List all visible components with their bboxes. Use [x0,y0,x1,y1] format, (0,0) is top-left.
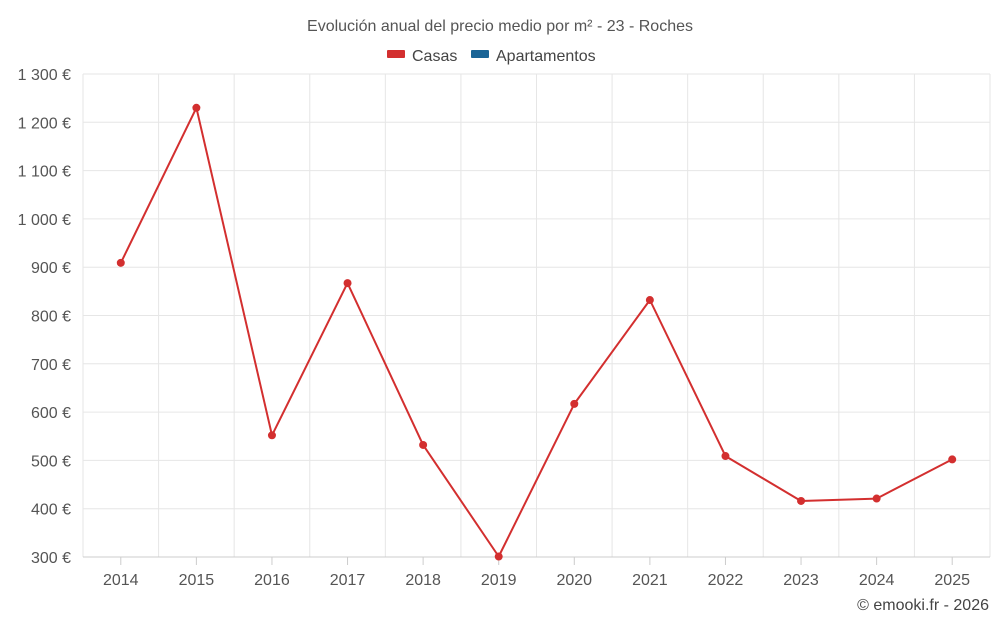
x-tick-label: 2025 [934,572,970,589]
data-point-casas[interactable] [419,440,428,449]
x-tick-label: 2019 [481,572,517,589]
y-tick-label: 800 € [31,309,71,326]
chart-title: Evolución anual del precio medio por m² … [307,18,693,35]
legend-swatch-apartamentos [471,50,489,58]
legend-label-casas: Casas [412,48,457,65]
x-tick-label: 2020 [556,572,592,589]
y-tick-label: 1 200 € [18,115,71,132]
legend: Casas Apartamentos [387,48,596,65]
x-tick-label: 2023 [783,572,819,589]
x-tick-label: 2018 [405,572,441,589]
y-tick-label: 400 € [31,502,71,519]
x-tick-label: 2016 [254,572,290,589]
data-point-casas[interactable] [797,496,806,505]
data-point-casas[interactable] [494,552,503,561]
y-tick-label: 700 € [31,357,71,374]
y-tick-label: 1 000 € [18,212,71,229]
series-line-casas [119,106,953,558]
data-point-casas[interactable] [872,494,881,503]
data-point-casas[interactable] [192,103,201,112]
y-tick-label: 1 300 € [18,67,71,84]
legend-swatch-casas [387,50,405,58]
credit-text: © emooki.fr - 2026 [857,597,989,614]
data-point-casas[interactable] [343,279,352,288]
data-point-casas[interactable] [948,455,957,464]
series-casas [116,103,957,561]
y-tick-label: 500 € [31,453,71,470]
x-tick-label: 2024 [859,572,895,589]
data-point-casas[interactable] [116,258,125,267]
y-tick-label: 900 € [31,260,71,277]
y-axis: 300 € 400 € 500 € 600 € 700 € 800 € 900 € 1 000… [18,67,71,567]
x-axis: 2014 2015 2016 2017 2018 2019 2020 2021 2022 2023… [83,556,990,589]
legend-item-apartamentos[interactable]: Apartamentos [471,48,596,65]
x-tick-label: 2021 [632,572,668,589]
y-tick-label: 1 100 € [18,164,71,181]
gridlines [82,73,991,558]
data-point-casas[interactable] [721,452,730,461]
data-point-casas[interactable] [267,431,276,440]
data-point-casas[interactable] [570,399,579,408]
y-tick-label: 600 € [31,405,71,422]
x-tick-label: 2022 [708,572,744,589]
x-tick-label: 2014 [103,572,139,589]
legend-label-apartamentos: Apartamentos [496,48,596,65]
data-point-casas[interactable] [645,296,654,305]
y-tick-label: 300 € [31,550,71,567]
legend-item-casas[interactable]: Casas [387,48,457,65]
x-tick-label: 2017 [330,572,366,589]
x-tick-label: 2015 [179,572,215,589]
